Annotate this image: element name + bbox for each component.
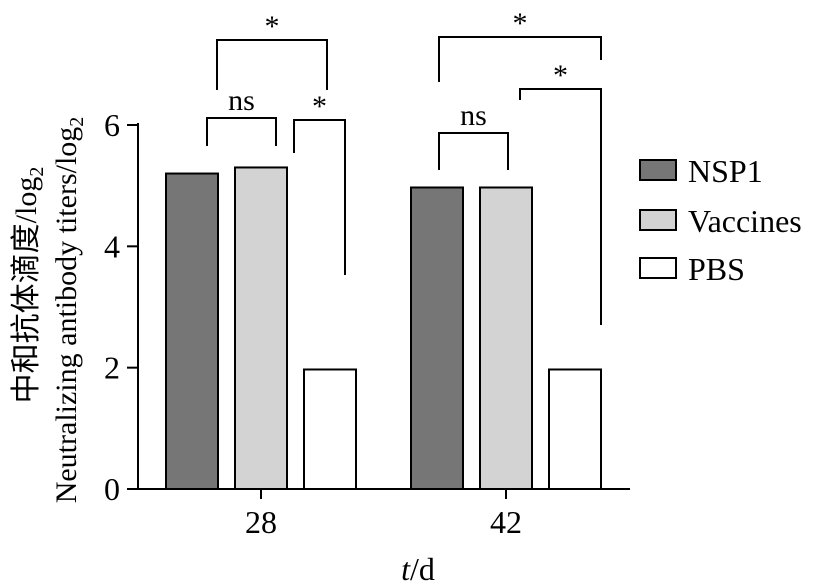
significance-label-ns: ns [228,84,255,117]
significance-label-star: * [265,10,280,43]
significance-bracket [438,132,509,170]
legend-label-vaccines: Vaccines [688,203,802,239]
bar-vaccines-28 [234,166,288,490]
bar-pbs-28 [303,368,357,490]
legend-swatch-vaccines [639,209,677,231]
x-axis-label: t/d [401,551,435,587]
legend-label-pbs: PBS [688,251,745,287]
significance-bracket [438,36,602,82]
x-tick-label: 28 [245,504,277,540]
y-axis-label-english: Neutralizing antibody titers/log2 [50,117,88,504]
y-axis-label-chinese: 中和抗体滴度/log2 [10,167,48,404]
bar-pbs-42 [548,368,602,490]
x-axis-label-unit: /d [410,551,435,587]
significance-label-star: * [553,59,568,92]
significance-bracket [206,117,277,146]
significance-bracket [293,119,346,275]
x-tick-label: 42 [490,504,522,540]
y-axis-label-english-text: Neutralizing antibody titers/log [50,127,83,504]
y-axis-label-english-subscript: 2 [66,117,88,127]
bar-nsp1-42 [410,186,464,490]
y-axis-label-chinese-text: 中和抗体滴度/log [10,177,43,404]
bar-vaccines-42 [479,186,533,490]
legend-label-nsp1: NSP1 [688,153,763,189]
y-tick-label: 2 [104,350,120,386]
legend-swatch-pbs [639,257,677,279]
significance-bracket [519,88,602,325]
bar-nsp1-28 [165,172,219,491]
y-tick-label: 4 [104,228,120,264]
y-axis-label-chinese-subscript: 2 [26,167,48,177]
legend-swatch-nsp1 [639,159,677,181]
significance-bracket [216,39,328,90]
x-axis-label-variable: t [401,551,411,587]
significance-label-star: * [312,90,327,123]
y-tick-label: 0 [104,471,120,507]
significance-label-star: * [513,7,528,40]
significance-label-ns: ns [460,99,487,132]
y-tick-label: 6 [104,107,120,143]
